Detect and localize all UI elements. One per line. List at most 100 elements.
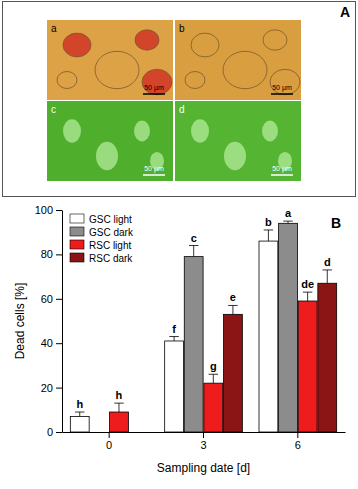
error-bar — [264, 230, 273, 241]
legend-label: RSC light — [89, 240, 131, 251]
micrograph-label: b — [179, 23, 185, 34]
x-tick-label: 6 — [295, 439, 301, 451]
bar — [184, 257, 203, 432]
micrograph-image — [175, 20, 301, 100]
significance-letter: a — [285, 207, 292, 219]
cell — [63, 33, 91, 57]
significance-letter: f — [172, 323, 176, 335]
legend-swatch — [70, 227, 84, 236]
error-bar — [75, 412, 84, 416]
x-axis-title: Sampling date [d] — [157, 461, 250, 475]
bar — [318, 283, 337, 432]
panel-label: A — [340, 4, 350, 20]
error-bar — [228, 305, 237, 314]
legend-swatch — [70, 214, 84, 223]
error-bar-cap — [169, 336, 178, 337]
scale-bar — [271, 93, 293, 95]
bar — [70, 416, 89, 432]
significance-letter: de — [301, 278, 314, 290]
micrograph-label: d — [179, 104, 185, 115]
legend-label: RSC dark — [89, 253, 133, 264]
legend-item: GSC light — [70, 214, 132, 225]
cell — [57, 72, 77, 89]
legend-label: GSC dark — [89, 227, 134, 238]
x-tick: 6 — [295, 432, 301, 451]
scale-bar — [143, 93, 165, 95]
cell — [224, 142, 246, 171]
y-tick: 80 — [41, 248, 62, 260]
error-bar-stem — [118, 403, 119, 412]
y-axis: 020406080100 — [35, 204, 63, 438]
error-bar — [303, 292, 312, 301]
scale-bar — [271, 174, 293, 176]
y-tick: 40 — [41, 337, 62, 349]
error-bar — [114, 403, 123, 412]
scale-bar-label: 50 µm — [144, 84, 164, 92]
micrograph-label: a — [51, 23, 57, 34]
micrograph-label: c — [51, 104, 56, 115]
panel-a: Aa 50 µm b 50 µm c50 µm d 50 µm — [3, 2, 356, 197]
cell — [185, 72, 205, 89]
cell — [263, 30, 287, 50]
bar-letters: hfbcahgdeed — [76, 207, 330, 410]
error-bar-cap — [264, 229, 273, 230]
y-tick-label: 60 — [41, 293, 53, 305]
x-tick-mark — [203, 432, 204, 438]
error-bar-cap — [209, 374, 218, 375]
error-bar — [283, 221, 292, 223]
micrograph-image — [175, 101, 301, 181]
y-tick-mark — [56, 210, 62, 211]
cell — [191, 119, 209, 142]
scale-bar — [143, 174, 165, 176]
cell — [262, 121, 278, 142]
cell — [223, 51, 267, 88]
error-bar-cap — [114, 403, 123, 404]
cell — [134, 121, 150, 142]
legend-item: RSC dark — [70, 253, 133, 264]
cell — [270, 69, 300, 95]
bars — [70, 221, 336, 432]
error-bar-stem — [232, 305, 233, 314]
y-tick-mark — [56, 388, 62, 389]
error-bar-stem — [268, 230, 269, 241]
y-tick-mark — [56, 432, 62, 433]
panel-b: 0 20 40 60 80 100 0 3 6 Sampling date [d] Dead cel… — [13, 204, 346, 475]
cell — [95, 51, 139, 88]
x-tick-label: 0 — [106, 439, 112, 451]
x-tick-mark — [109, 432, 110, 438]
y-tick: 20 — [41, 382, 62, 394]
error-bar — [209, 374, 218, 383]
y-tick-label: 100 — [35, 204, 53, 216]
scale-bar-label: 50 µm — [272, 165, 292, 173]
y-axis-line — [62, 211, 63, 433]
cell — [96, 142, 118, 171]
figure: Aa50 µmb50 µmc50 µmd50 µm020406080100036… — [0, 0, 358, 489]
y-tick-label: 40 — [41, 337, 53, 349]
x-tick-label: 3 — [200, 439, 206, 451]
error-bar-cap — [323, 269, 332, 270]
legend-item: RSC light — [70, 240, 131, 251]
significance-letter: e — [230, 291, 236, 303]
cell — [63, 119, 81, 142]
micrograph: c50 µm — [47, 101, 173, 181]
cell — [142, 69, 172, 95]
x-axis: 0 3 6 — [63, 432, 346, 451]
panel-label: B — [331, 215, 341, 231]
cell — [135, 30, 159, 50]
panel-a-frame — [3, 2, 356, 197]
significance-letter: b — [265, 216, 272, 228]
error-bar-stem — [193, 246, 194, 257]
legend-label: GSC light — [89, 214, 132, 225]
error-bar-cap — [303, 292, 312, 293]
y-axis-title: Dead cells [%] — [13, 283, 27, 360]
error-bar-stem — [79, 412, 80, 416]
micrograph: a 50 µm — [47, 20, 173, 100]
error-bar-stem — [307, 292, 308, 301]
legend: GSC light GSC dark RSC light RSC dark — [70, 214, 134, 264]
y-tick-mark — [56, 343, 62, 344]
x-tick: 0 — [106, 432, 112, 451]
bar — [224, 314, 243, 432]
bar — [259, 241, 278, 432]
y-tick: 60 — [41, 293, 62, 305]
micrograph-image — [47, 20, 173, 100]
